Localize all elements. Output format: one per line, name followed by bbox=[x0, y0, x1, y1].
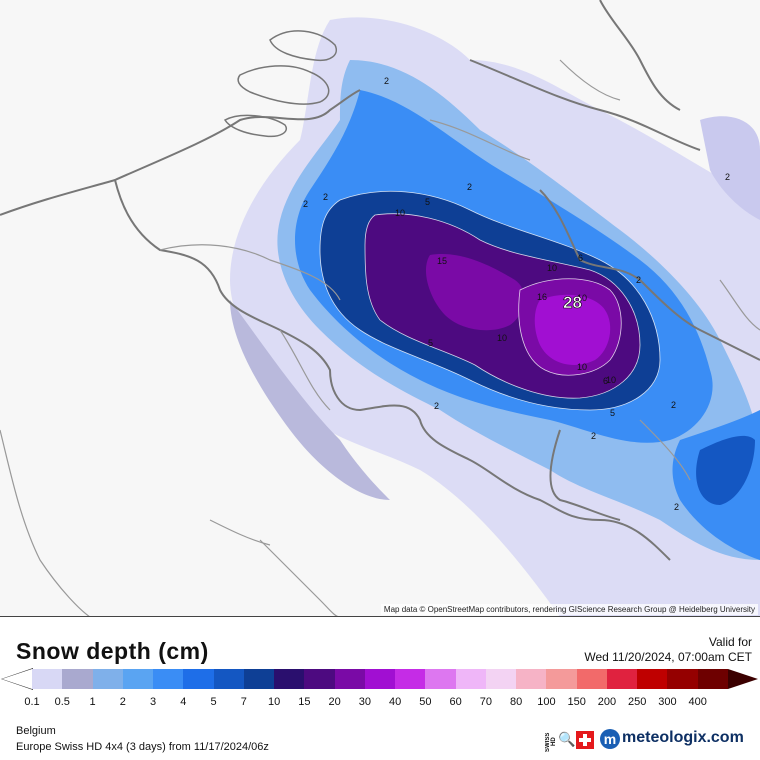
scale-label: 70 bbox=[479, 696, 493, 708]
map-frame-line bbox=[0, 616, 760, 617]
scale-swatch bbox=[304, 669, 335, 689]
contour-label: 10 bbox=[395, 208, 405, 218]
scale-swatch bbox=[516, 669, 547, 689]
scale-label: 10 bbox=[267, 696, 281, 708]
scale-label: 40 bbox=[389, 696, 402, 708]
scale-label: 80 bbox=[510, 696, 523, 708]
contour-label: 5 bbox=[610, 408, 615, 418]
scale-swatch bbox=[606, 669, 637, 689]
scale-label: 50 bbox=[419, 696, 432, 708]
map-area[interactable]: 2 2 2 2 5 6 10 10 5 2 10 15 10 6 2 16 10… bbox=[0, 0, 760, 617]
scale-swatch bbox=[32, 669, 63, 689]
scale-bar bbox=[32, 669, 728, 689]
scale-label: 30 bbox=[358, 696, 371, 708]
snow-field-20cm bbox=[534, 294, 611, 365]
scale-swatch bbox=[576, 669, 607, 689]
map-attribution[interactable]: Map data © OpenStreetMap contributors, r… bbox=[380, 604, 758, 615]
contour-label: 5 bbox=[428, 338, 433, 348]
scale-label: 1 bbox=[89, 696, 96, 708]
contour-label: 10 bbox=[547, 263, 557, 273]
contour-label: 2 bbox=[467, 182, 472, 192]
scale-swatch bbox=[62, 669, 93, 689]
contour-label: 6 bbox=[578, 253, 583, 263]
scale-label: 300 bbox=[658, 696, 677, 708]
scale-swatch bbox=[697, 669, 728, 689]
contour-label: 15 bbox=[437, 256, 447, 266]
contour-label: 2 bbox=[434, 401, 439, 411]
contour-lines bbox=[319, 190, 661, 411]
country-borders bbox=[0, 0, 760, 561]
scale-swatch bbox=[546, 669, 577, 689]
region-name: Belgium bbox=[16, 725, 56, 737]
scale-swatch bbox=[183, 669, 214, 689]
scale-label: 3 bbox=[149, 696, 157, 708]
model-info: Europe Swiss HD 4x4 (3 days) from 11/17/… bbox=[16, 741, 269, 753]
valid-label: Valid for bbox=[708, 635, 752, 649]
contour-label: 10 bbox=[606, 375, 616, 385]
scale-label: 7 bbox=[240, 696, 247, 708]
scale-swatch bbox=[364, 669, 395, 689]
contour-label: 10 bbox=[577, 362, 587, 372]
scale-label: 0.5 bbox=[54, 696, 70, 708]
color-scale: 0.1 0.5 1 2 3 4 5 7 10 15 20 30 40 50 60 70 80 100 150 200 2… bbox=[0, 668, 760, 713]
coast-estuary bbox=[223, 30, 337, 138]
scale-label: 150 bbox=[567, 696, 586, 708]
swiss-flag-icon bbox=[576, 731, 594, 749]
legend-title: Snow depth (cm) bbox=[16, 638, 209, 664]
scale-label: 100 bbox=[537, 696, 556, 708]
brand-name[interactable]: meteologix.com bbox=[622, 729, 744, 746]
scale-swatch bbox=[243, 669, 274, 689]
contour-label: 2 bbox=[384, 76, 389, 86]
scale-label: 60 bbox=[449, 696, 462, 708]
magnifier-icon[interactable]: 🔍 bbox=[558, 731, 576, 747]
scale-swatch bbox=[455, 669, 486, 689]
contour-label: 16 bbox=[537, 292, 547, 302]
contour-label: 2 bbox=[591, 431, 596, 441]
map-canvas: 2 2 2 2 5 6 10 10 5 2 10 15 10 6 2 16 10… bbox=[0, 0, 760, 617]
scale-swatch bbox=[485, 669, 516, 689]
scale-swatch bbox=[637, 669, 668, 689]
valid-time: Wed 11/20/2024, 07:00am CET bbox=[584, 650, 752, 664]
scale-swatch bbox=[92, 669, 123, 689]
scale-label: 2 bbox=[119, 696, 126, 708]
contour-label: 10 bbox=[577, 293, 587, 303]
scale-swatch bbox=[213, 669, 244, 689]
scale-swatch bbox=[153, 669, 184, 689]
scale-labels: 0.1 0.5 1 2 3 4 5 7 10 15 20 30 40 50 60 70 80 100 150 200 2… bbox=[0, 696, 760, 710]
contour-label: 2 bbox=[674, 502, 679, 512]
scale-swatch bbox=[395, 669, 426, 689]
contour-label: 10 bbox=[497, 333, 507, 343]
scale-swatch bbox=[334, 669, 365, 689]
scale-low-arrow bbox=[2, 669, 32, 689]
contour-label: 2 bbox=[323, 192, 328, 202]
meteologix-logo-icon: m bbox=[600, 729, 620, 749]
contour-label: 2 bbox=[303, 199, 308, 209]
scale-swatch bbox=[667, 669, 698, 689]
scale-swatch bbox=[425, 669, 456, 689]
scale-label: 200 bbox=[597, 696, 617, 708]
contour-label: 2 bbox=[725, 172, 730, 182]
max-value-label: 28 bbox=[563, 293, 582, 312]
scale-label: 15 bbox=[298, 696, 311, 708]
region-borders bbox=[0, 59, 760, 617]
scale-label: 250 bbox=[628, 696, 647, 708]
valid-time-block: Valid for Wed 11/20/2024, 07:00am CET bbox=[584, 635, 752, 665]
contour-label: 5 bbox=[425, 197, 430, 207]
scale-label: 20 bbox=[328, 696, 341, 708]
contour-label: 6 bbox=[603, 376, 608, 386]
contour-label-group: 2 2 2 2 5 6 10 10 5 2 10 15 10 6 2 16 10… bbox=[303, 76, 730, 512]
scale-label: 0.1 bbox=[24, 696, 40, 708]
contour-label: 2 bbox=[636, 275, 641, 285]
scale-label: 4 bbox=[180, 696, 187, 708]
scale-swatch bbox=[274, 669, 305, 689]
contour-label: 2 bbox=[671, 400, 676, 410]
swiss-hd-logo: SWISS HD bbox=[545, 732, 557, 752]
scale-label: 5 bbox=[210, 696, 217, 708]
scale-swatch bbox=[122, 669, 153, 689]
scale-high-arrow bbox=[728, 669, 758, 689]
scale-label: 400 bbox=[688, 696, 707, 708]
